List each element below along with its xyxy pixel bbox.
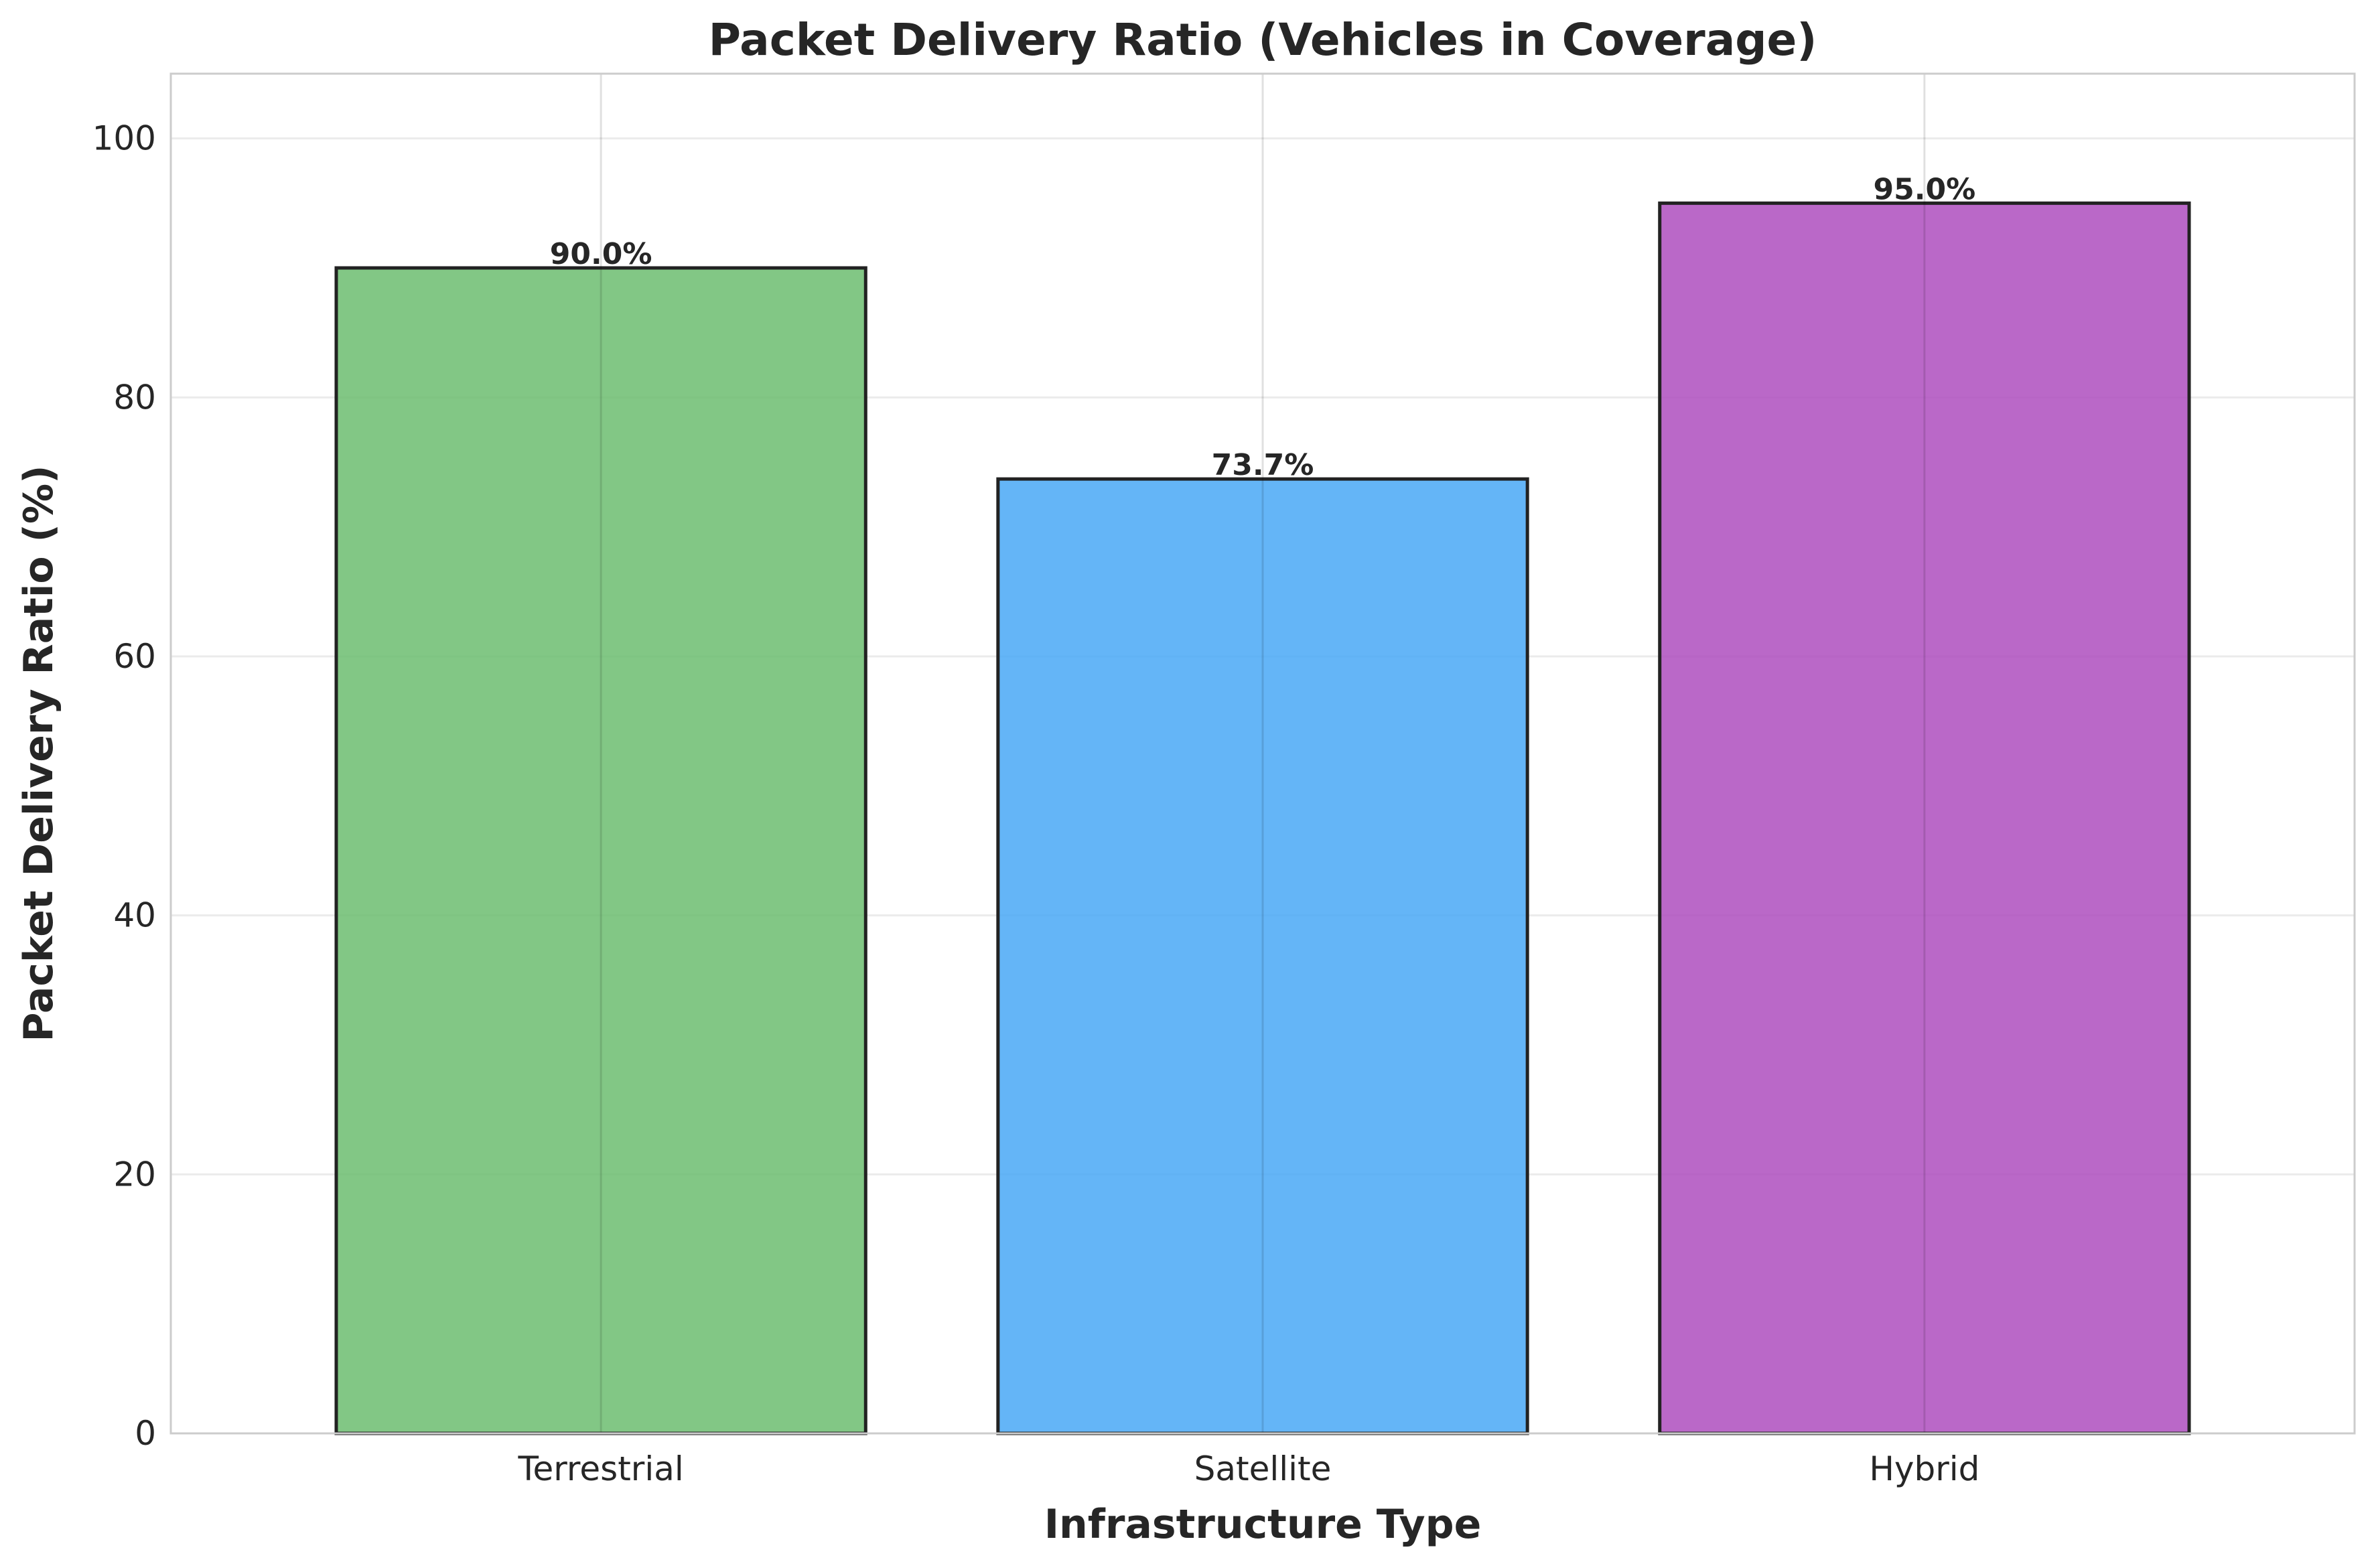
bar-terrestrial xyxy=(334,266,867,1435)
x-tick-labels: Terrestrial Satellite Hybrid xyxy=(517,1449,1979,1488)
plot-frame xyxy=(169,72,2356,1435)
y-tick-label: 40 xyxy=(113,896,156,935)
vertical-grid-lines xyxy=(600,74,1926,1433)
y-tick-label: 100 xyxy=(92,119,156,158)
x-axis-label: Infrastructure Type xyxy=(1044,1501,1482,1548)
chart-title: Packet Delivery Ratio (Vehicles in Cover… xyxy=(709,14,1817,66)
y-tick-label: 0 xyxy=(135,1414,156,1453)
y-tick-label: 60 xyxy=(113,637,156,676)
y-axis-label: Packet Delivery Ratio (%) xyxy=(15,465,62,1042)
y-tick-label: 80 xyxy=(113,378,156,417)
bars xyxy=(334,201,2191,1435)
x-tick-label-satellite: Satellite xyxy=(1194,1449,1332,1488)
data-label-satellite: 73.7% xyxy=(1212,448,1314,482)
data-labels: 90.0% 73.7% 95.0% xyxy=(550,172,1975,482)
data-label-hybrid: 95.0% xyxy=(1874,172,1976,206)
x-tick-label-hybrid: Hybrid xyxy=(1869,1449,1979,1488)
x-tick-label-terrestrial: Terrestrial xyxy=(517,1449,683,1488)
y-tick-label: 20 xyxy=(113,1155,156,1194)
data-label-terrestrial: 90.0% xyxy=(550,237,652,271)
bar-hybrid xyxy=(1658,201,2191,1435)
bar-satellite xyxy=(996,477,1529,1435)
y-tick-labels: 0 20 40 60 80 100 xyxy=(92,119,156,1453)
